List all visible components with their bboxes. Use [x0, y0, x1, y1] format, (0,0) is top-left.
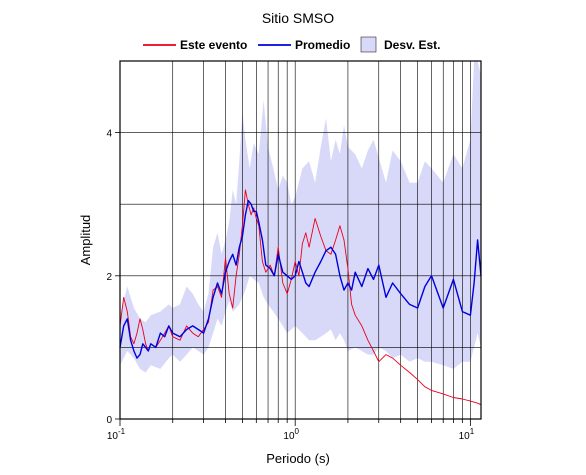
x-tick-label-exponent: 1 [470, 427, 475, 436]
y-tick-label: 4 [106, 129, 112, 140]
chart-title: Sitio SMSO [262, 10, 334, 26]
x-axis-label: Periodo (s) [266, 451, 330, 466]
y-axis-label: Amplitud [78, 215, 93, 266]
x-tick-label: 10-1 [107, 427, 126, 442]
x-tick-label-base: 10 [283, 431, 295, 442]
series-mean-line [119, 199, 482, 359]
legend-label-band: Desv. Est. [384, 38, 440, 52]
x-tick-label-exponent: 0 [295, 427, 300, 436]
legend: Este evento Promedio Desv. Est. [143, 36, 440, 53]
legend-swatch-band [360, 36, 377, 53]
x-tick-label-base: 10 [107, 431, 119, 442]
y-tick-label: 2 [106, 272, 112, 283]
legend-label-mean: Promedio [295, 38, 350, 52]
plot-frame [119, 60, 482, 420]
x-tick-label: 100 [283, 427, 299, 442]
x-tick-label-exponent: -1 [118, 427, 126, 436]
x-tick-label: 101 [459, 427, 475, 442]
y-tick-label: 0 [106, 415, 112, 426]
legend-label-event: Este evento [180, 38, 247, 52]
std-dev-band [120, 61, 481, 373]
x-tick-label-base: 10 [459, 431, 471, 442]
